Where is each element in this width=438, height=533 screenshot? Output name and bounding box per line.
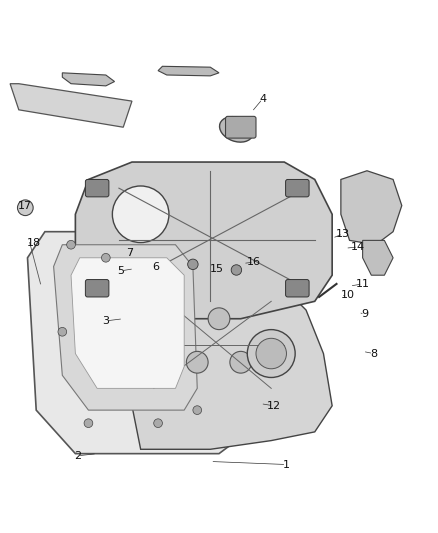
- Text: 12: 12: [266, 401, 280, 411]
- Polygon shape: [10, 84, 132, 127]
- Text: 11: 11: [356, 279, 370, 289]
- Polygon shape: [53, 245, 197, 410]
- Circle shape: [102, 254, 110, 262]
- Circle shape: [67, 240, 75, 249]
- Circle shape: [18, 200, 33, 215]
- Circle shape: [230, 351, 252, 373]
- Text: 8: 8: [370, 349, 377, 359]
- Polygon shape: [71, 258, 184, 389]
- Circle shape: [247, 329, 295, 377]
- Text: 16: 16: [247, 257, 261, 267]
- Polygon shape: [75, 162, 332, 319]
- Circle shape: [58, 327, 67, 336]
- Polygon shape: [363, 240, 393, 275]
- Text: 18: 18: [27, 238, 41, 247]
- Polygon shape: [341, 171, 402, 245]
- Polygon shape: [28, 232, 237, 454]
- Polygon shape: [119, 275, 332, 449]
- FancyBboxPatch shape: [85, 279, 109, 297]
- Text: 4: 4: [259, 94, 266, 104]
- Circle shape: [113, 186, 169, 243]
- Circle shape: [186, 351, 208, 373]
- Text: 6: 6: [152, 262, 159, 271]
- Polygon shape: [158, 66, 219, 76]
- Circle shape: [208, 308, 230, 329]
- Circle shape: [231, 265, 242, 275]
- Text: 7: 7: [126, 247, 133, 257]
- Circle shape: [256, 338, 286, 369]
- Circle shape: [154, 419, 162, 427]
- Text: 3: 3: [102, 316, 110, 326]
- FancyBboxPatch shape: [226, 116, 256, 138]
- Text: 2: 2: [74, 451, 81, 461]
- Circle shape: [84, 419, 93, 427]
- Text: 9: 9: [361, 309, 368, 319]
- Text: 1: 1: [283, 459, 290, 470]
- Circle shape: [187, 259, 198, 270]
- FancyBboxPatch shape: [85, 180, 109, 197]
- Text: 17: 17: [18, 200, 32, 211]
- FancyBboxPatch shape: [286, 279, 309, 297]
- Circle shape: [193, 406, 201, 415]
- Text: 15: 15: [210, 264, 224, 273]
- Ellipse shape: [219, 117, 253, 142]
- Polygon shape: [62, 73, 115, 86]
- Text: 13: 13: [336, 229, 350, 239]
- Text: 5: 5: [117, 266, 124, 276]
- Text: 10: 10: [340, 290, 354, 300]
- FancyBboxPatch shape: [286, 180, 309, 197]
- Text: 14: 14: [351, 242, 365, 252]
